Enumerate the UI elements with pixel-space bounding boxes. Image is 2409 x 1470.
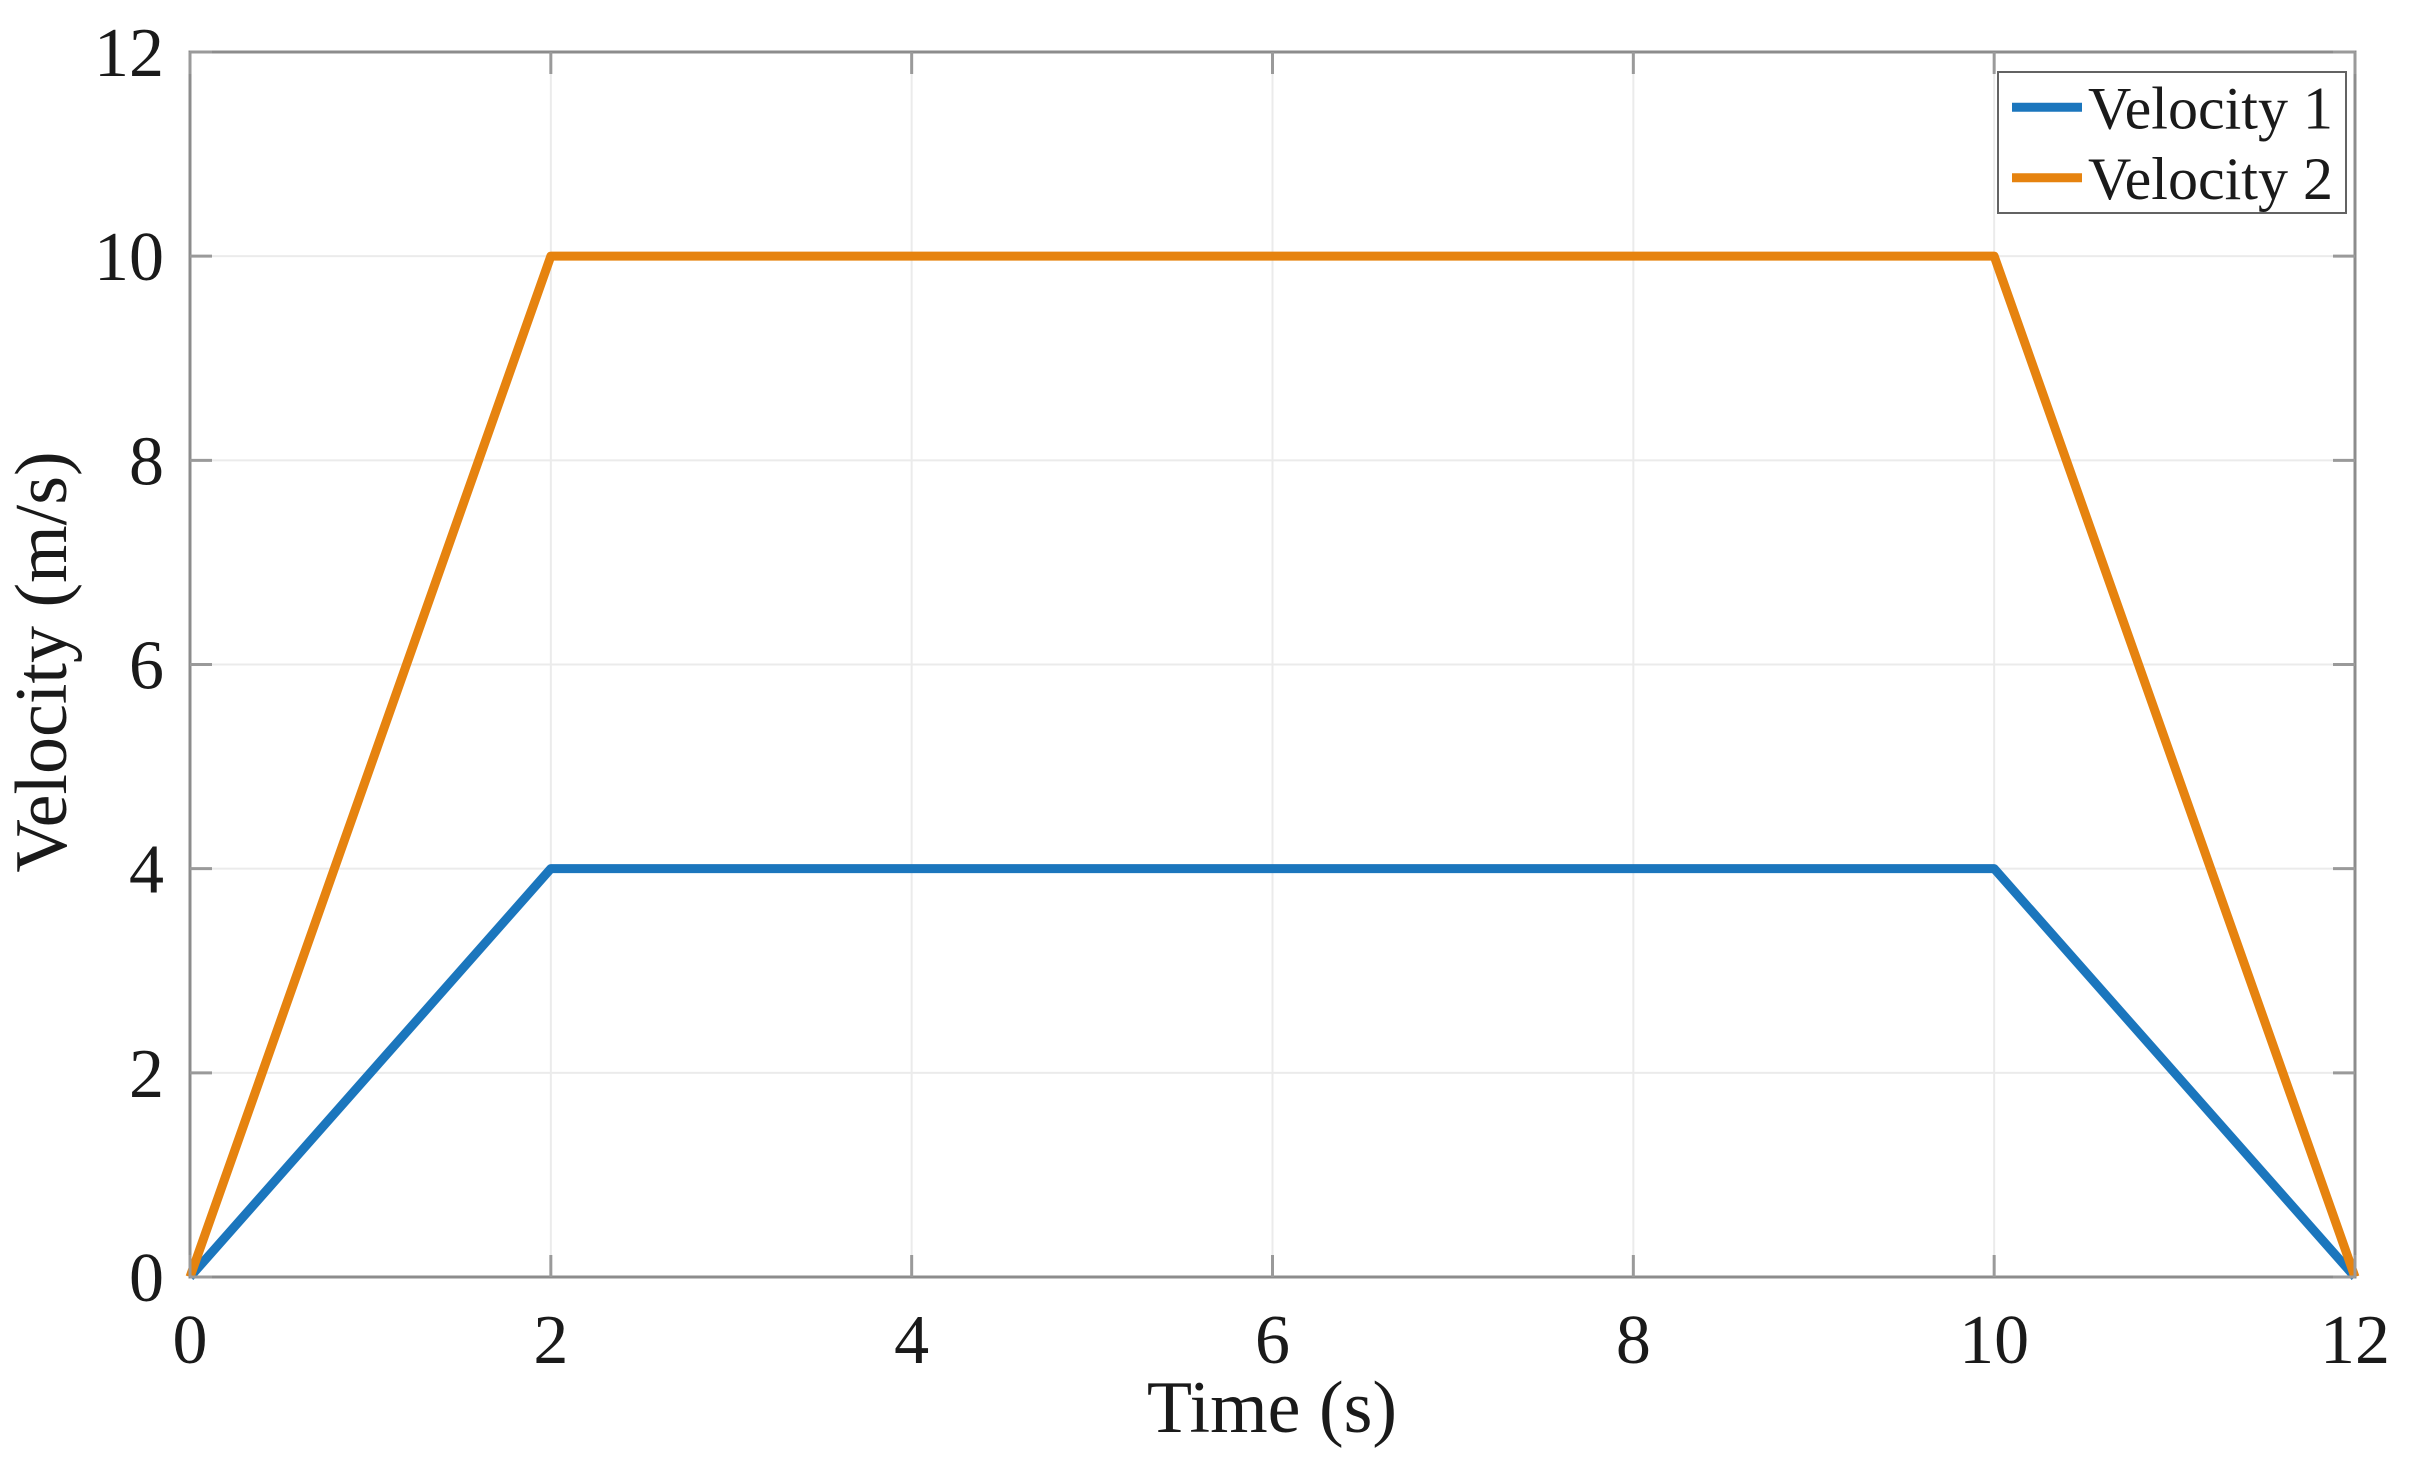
x-tick-label-10: 10 — [1959, 1302, 2029, 1379]
tick-label-layer: 0 2 4 6 8 10 12 0 2 4 6 8 10 12 — [94, 15, 2390, 1379]
x-tick-label-6: 6 — [1255, 1302, 1290, 1379]
legend-box — [1997, 71, 2347, 214]
x-tick-label-12: 12 — [2320, 1302, 2390, 1379]
legend-item-velocity-1: Velocity 1 — [2012, 75, 2333, 141]
y-tick-label-10: 10 — [94, 219, 164, 296]
legend-item-velocity-2: Velocity 2 — [2012, 146, 2333, 212]
legend-label-velocity-2: Velocity 2 — [2088, 146, 2333, 212]
legend-label-velocity-1: Velocity 1 — [2088, 75, 2333, 141]
x-axis-label: Time (s) — [1147, 1367, 1397, 1449]
y-tick-label-12: 12 — [94, 15, 164, 92]
series-layer — [185, 251, 2360, 1280]
x-tick-label-0: 0 — [173, 1302, 208, 1379]
y-tick-label-4: 4 — [129, 832, 164, 909]
y-axis-label: Velocity (m/s) — [1, 451, 83, 872]
tick-layer — [188, 50, 2357, 1279]
grid-layer — [190, 52, 2355, 1277]
y-tick-label-0: 0 — [129, 1240, 164, 1317]
x-tick-label-8: 8 — [1616, 1302, 1651, 1379]
y-tick-label-2: 2 — [129, 1036, 164, 1113]
x-tick-label-4: 4 — [894, 1302, 929, 1379]
x-tick-label-2: 2 — [533, 1302, 568, 1379]
series-line-velocity-2 — [185, 251, 2360, 1279]
series-line-velocity-1 — [186, 864, 2359, 1280]
y-tick-label-6: 6 — [129, 628, 164, 705]
y-tick-label-8: 8 — [129, 423, 164, 500]
